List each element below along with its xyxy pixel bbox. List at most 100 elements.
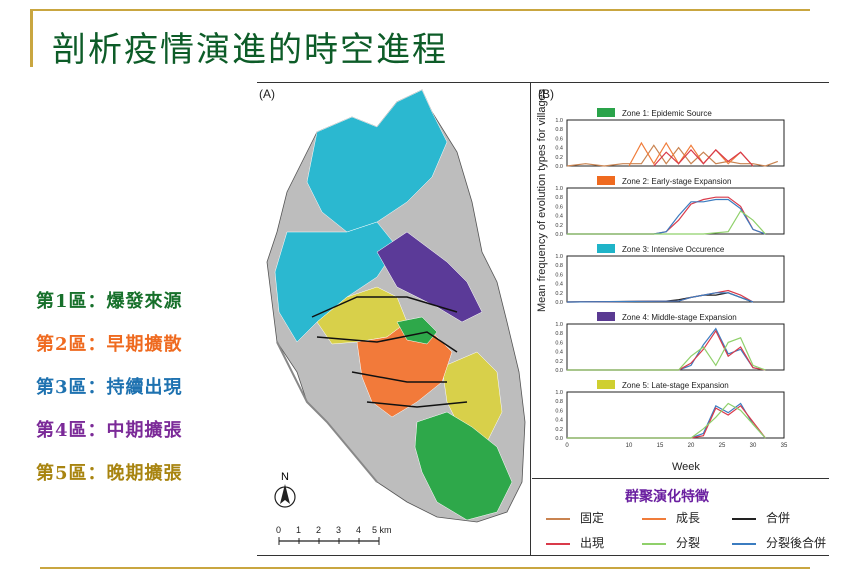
map-boundaries bbox=[311, 296, 468, 408]
y-tick-label: 0.6 bbox=[555, 340, 563, 346]
y-tick-label: 1.0 bbox=[555, 390, 563, 396]
y-tick-label: 0.0 bbox=[555, 300, 563, 306]
x-tick-label: 0 bbox=[565, 443, 569, 449]
panel-frame-3 bbox=[566, 255, 785, 303]
legend-item-emerge: 出現 bbox=[546, 534, 604, 551]
legend-item-growth: 成長 bbox=[642, 509, 700, 526]
zone-line-charts: Mean frequency of evolution types for vi… bbox=[536, 88, 788, 473]
panel-title-3: Zone 3: Intensive Occurence bbox=[622, 245, 725, 254]
x-tick-label: 15 bbox=[657, 443, 664, 449]
y-tick-label: 1.0 bbox=[555, 322, 563, 328]
series-line-合併 bbox=[566, 292, 754, 303]
legend-item-fixed: 固定 bbox=[546, 509, 604, 526]
scale-bar bbox=[278, 537, 380, 545]
y-tick-label: 0.2 bbox=[555, 291, 563, 297]
series-line-分裂後合併 bbox=[567, 327, 766, 371]
north-arrow bbox=[274, 484, 296, 508]
series-line-出現 bbox=[653, 149, 754, 167]
zone-label-5: 第5區：晚期擴張 bbox=[36, 463, 183, 484]
series-line-分裂 bbox=[567, 402, 766, 439]
legend-label: 成長 bbox=[676, 511, 701, 525]
y-tick-label: 0.8 bbox=[555, 127, 563, 133]
panel-zone-swatch-1 bbox=[597, 108, 615, 117]
y-tick-label: 0.8 bbox=[555, 399, 563, 405]
zone-list: 第1區：爆發來源 第2區：早期擴散 第3區：持續出現 第4區：中期擴張 第5區：… bbox=[36, 290, 183, 505]
y-tick-label: 0.6 bbox=[555, 136, 563, 142]
legend-title: 群聚演化特徵 bbox=[625, 489, 709, 505]
panel-b-label: (B) bbox=[538, 87, 554, 101]
figure-bottom-border bbox=[257, 555, 829, 556]
y-tick-label: 0.4 bbox=[555, 282, 563, 288]
y-tick-label: 0.6 bbox=[555, 204, 563, 210]
y-tick-label: 0.2 bbox=[555, 223, 563, 229]
panel-zone-swatch-5 bbox=[597, 380, 615, 389]
y-tick-label: 0.4 bbox=[555, 146, 563, 152]
scale-tick-4: 4 bbox=[356, 525, 361, 535]
y-tick-label: 0.2 bbox=[555, 427, 563, 433]
series-line-成長 bbox=[628, 141, 754, 167]
scale-tick-3: 3 bbox=[336, 525, 341, 535]
bottom-accent-line bbox=[40, 567, 810, 569]
panel-title-4: Zone 4: Middle-stage Expansion bbox=[622, 313, 737, 322]
y-tick-label: 1.0 bbox=[555, 118, 563, 124]
panel-zone-swatch-2 bbox=[597, 176, 615, 185]
y-axis-title: Mean frequency of evolution types for vi… bbox=[536, 88, 548, 312]
x-tick-label: 20 bbox=[688, 443, 695, 449]
series-line-分裂 bbox=[567, 210, 766, 235]
y-tick-label: 0.4 bbox=[555, 418, 563, 424]
top-accent-line bbox=[30, 9, 810, 11]
legend-swatch bbox=[642, 517, 666, 520]
zone-label-1: 第1區：爆發來源 bbox=[36, 291, 183, 312]
panel-divider bbox=[530, 82, 531, 556]
legend-swatch bbox=[732, 542, 756, 545]
north-label: N bbox=[281, 471, 289, 483]
panel-frame-1 bbox=[566, 119, 785, 167]
y-tick-label: 0.0 bbox=[555, 164, 563, 170]
zone-label-2: 第2區：早期擴散 bbox=[36, 334, 183, 355]
panel-zone-swatch-3 bbox=[597, 244, 615, 253]
series-line-出現 bbox=[567, 329, 766, 371]
y-tick-label: 1.0 bbox=[555, 186, 563, 192]
scale-tick-0: 0 bbox=[276, 525, 281, 535]
scale-tick-2: 2 bbox=[316, 525, 321, 535]
legend-label: 固定 bbox=[580, 511, 605, 525]
y-tick-label: 0.0 bbox=[555, 232, 563, 238]
y-tick-label: 0.8 bbox=[555, 195, 563, 201]
scale-tick-5: 5 km bbox=[372, 525, 392, 535]
scale-tick-1: 1 bbox=[296, 525, 301, 535]
x-tick-label: 10 bbox=[626, 443, 633, 449]
legend-swatch bbox=[546, 517, 570, 520]
legend-item-split: 分裂 bbox=[642, 534, 700, 551]
panel-title-2: Zone 2: Early-stage Expansion bbox=[622, 177, 731, 186]
series-line-分裂後合併 bbox=[567, 198, 766, 235]
panel-title-1: Zone 1: Epidemic Source bbox=[622, 109, 712, 118]
y-tick-label: 0.0 bbox=[555, 436, 563, 442]
zone-map: N 0 1 2 3 4 5 km bbox=[266, 89, 526, 545]
map-panel: (A) N bbox=[257, 82, 528, 556]
panel-a-label: (A) bbox=[259, 87, 275, 101]
legend-swatch bbox=[732, 517, 756, 520]
y-tick-label: 0.0 bbox=[555, 368, 563, 374]
map-zone4-area bbox=[376, 231, 483, 323]
y-tick-label: 0.2 bbox=[555, 155, 563, 161]
series-line-出現 bbox=[567, 196, 766, 235]
zone-label-4: 第4區：中期擴張 bbox=[36, 420, 183, 441]
panel-frame-5 bbox=[566, 391, 785, 439]
x-axis-title: Week bbox=[672, 461, 700, 473]
left-accent-bar bbox=[30, 9, 33, 67]
y-tick-label: 0.8 bbox=[555, 263, 563, 269]
legend-label: 分裂後合併 bbox=[766, 536, 827, 550]
zone-label-3: 第3區：持續出現 bbox=[36, 377, 183, 398]
panel-zone-swatch-4 bbox=[597, 312, 615, 321]
y-tick-label: 0.6 bbox=[555, 272, 563, 278]
legend-swatch bbox=[546, 542, 570, 545]
series-line-出現 bbox=[567, 404, 766, 439]
figure-top-border bbox=[257, 82, 829, 83]
y-tick-label: 0.8 bbox=[555, 331, 563, 337]
map-coast bbox=[276, 341, 378, 483]
panel-title-5: Zone 5: Late-stage Expansion bbox=[622, 381, 729, 390]
legend-label: 分裂 bbox=[676, 536, 701, 550]
legend-label: 合併 bbox=[766, 511, 791, 525]
legend-item-merge: 合併 bbox=[732, 509, 790, 526]
series-line-分裂 bbox=[567, 337, 766, 371]
